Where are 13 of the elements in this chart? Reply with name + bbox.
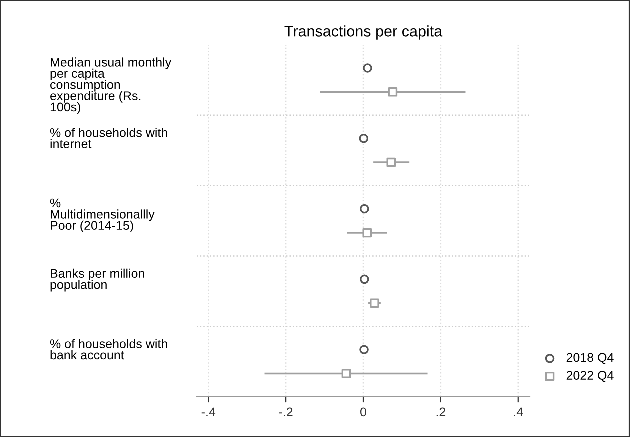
legend-label: 2018 Q4	[566, 353, 614, 364]
y-tick-label: Median usual monthly per capita consumption expenditure (Rs. 100s)	[50, 58, 172, 114]
x-tick-label: -.2	[279, 408, 293, 416]
x-tick-label: -.4	[202, 408, 216, 416]
y-tick-label: % of households with bank account	[50, 339, 168, 360]
y-tick-label: Banks per million population	[50, 268, 144, 292]
y-tick-label: % of households with internet	[50, 128, 168, 148]
x-tick-label: 0	[360, 408, 366, 417]
chart-title: Transactions per capita	[284, 26, 443, 40]
legend-label: 2022 Q4	[566, 371, 614, 382]
x-tick-label: .4	[514, 408, 524, 416]
x-tick-label: .2	[436, 408, 446, 416]
y-tick-label: % Multidimensionallly Poor (2014-15)	[50, 198, 155, 233]
